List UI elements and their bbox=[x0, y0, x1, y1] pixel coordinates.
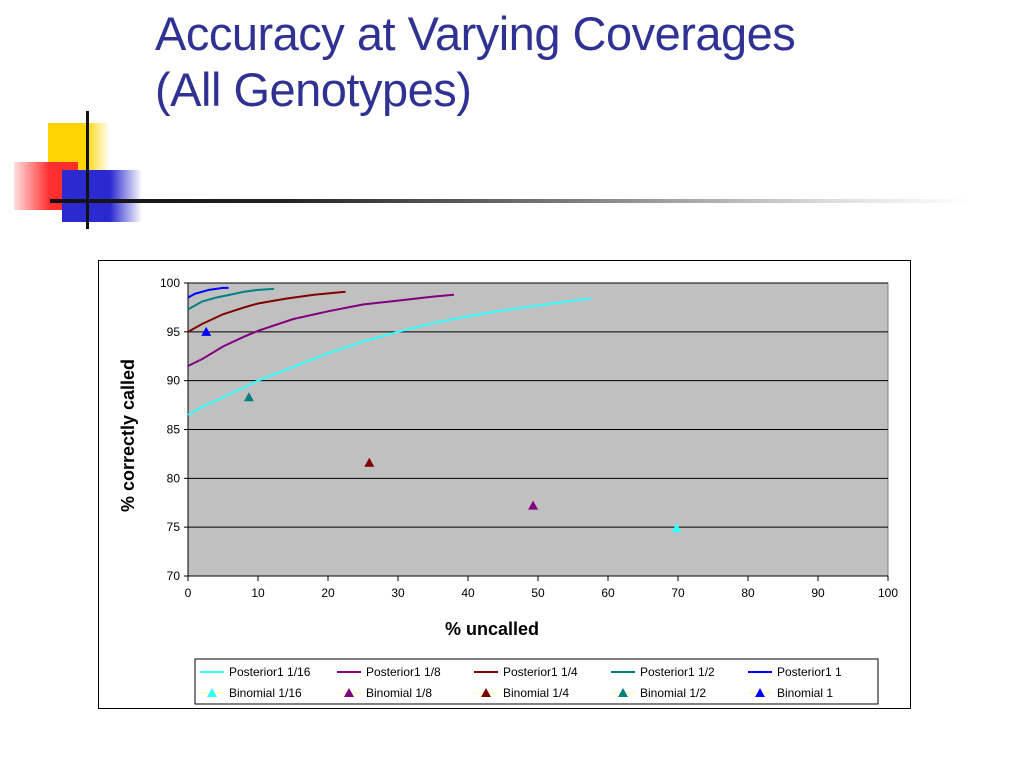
legend-label-posterior1-1-8: Posterior1 1/8 bbox=[366, 665, 441, 679]
x-tick-label: 40 bbox=[461, 586, 475, 600]
x-tick-label: 100 bbox=[878, 586, 898, 600]
series-line-posterior1-1 bbox=[187, 286, 229, 299]
slide-title-line-2: (All Genotypes) bbox=[155, 63, 472, 116]
chart-frame: 70 75 80 85 90 95 100 0 10 20 30 40 50 60 70 80 90 100 % u… bbox=[98, 260, 911, 709]
data-point-binomial-1-2 bbox=[243, 392, 254, 402]
y-tick-label: 95 bbox=[167, 325, 181, 339]
series-line-posterior1-1-4 bbox=[187, 290, 346, 333]
x-tick-label: 50 bbox=[531, 586, 545, 600]
series-line-posterior1-1-8 bbox=[187, 293, 455, 367]
data-point-binomial-1-8 bbox=[528, 500, 539, 510]
series-line-posterior1-1-16 bbox=[187, 297, 591, 416]
legend-label-binomial-1-4: Binomial 1/4 bbox=[503, 686, 569, 700]
data-point-binomial-1-4 bbox=[364, 457, 375, 467]
slide-title: Accuracy at Varying Coverages (All Genot… bbox=[155, 6, 796, 118]
y-axis-title: % correctly called bbox=[118, 359, 138, 512]
data-point-binomial-1 bbox=[201, 326, 212, 336]
legend-swatch-binomial-1-16 bbox=[207, 688, 217, 697]
legend-label-binomial-1-8: Binomial 1/8 bbox=[366, 686, 432, 700]
legend-label-binomial-1: Binomial 1 bbox=[777, 686, 833, 700]
decorative-vertical-rule bbox=[86, 111, 89, 229]
legend-swatch-binomial-1-4 bbox=[481, 688, 491, 697]
x-tick-label: 80 bbox=[741, 586, 755, 600]
x-tick-label: 60 bbox=[601, 586, 615, 600]
decorative-horizontal-rule bbox=[50, 199, 970, 203]
data-point-binomial-1-16 bbox=[671, 523, 682, 533]
legend-swatch-binomial-1-8 bbox=[344, 688, 354, 697]
scatter-chart: 70 75 80 85 90 95 100 0 10 20 30 40 50 60 70 80 90 100 % u… bbox=[118, 276, 898, 705]
legend-swatch-binomial-1-2 bbox=[618, 688, 628, 697]
x-tick-label: 30 bbox=[391, 586, 405, 600]
y-tick-label: 90 bbox=[167, 374, 181, 388]
y-tick-label: 75 bbox=[167, 520, 181, 534]
legend-label-binomial-1-2: Binomial 1/2 bbox=[640, 686, 706, 700]
y-tick-label: 85 bbox=[167, 423, 181, 437]
x-tick-label: 10 bbox=[251, 586, 265, 600]
y-tick-label: 80 bbox=[167, 471, 181, 485]
x-tick-label: 70 bbox=[671, 586, 685, 600]
x-tick-label: 20 bbox=[321, 586, 335, 600]
y-tick-label: 70 bbox=[167, 569, 181, 583]
slide-title-line-1: Accuracy at Varying Coverages bbox=[155, 7, 796, 60]
x-axis-title: % uncalled bbox=[445, 619, 539, 639]
y-tick-label: 100 bbox=[160, 276, 180, 290]
legend-label-binomial-1-16: Binomial 1/16 bbox=[229, 686, 302, 700]
legend-label-posterior1-1-4: Posterior1 1/4 bbox=[503, 665, 578, 679]
decorative-blue-square bbox=[62, 170, 142, 222]
legend-label-posterior1-1-16: Posterior1 1/16 bbox=[229, 665, 311, 679]
legend-swatch-binomial-1 bbox=[755, 688, 765, 697]
legend-label-posterior1-1: Posterior1 1 bbox=[777, 665, 842, 679]
x-tick-label: 0 bbox=[185, 586, 192, 600]
legend-label-posterior1-1-2: Posterior1 1/2 bbox=[640, 665, 715, 679]
series-line-posterior1-1-2 bbox=[187, 287, 275, 311]
x-tick-label: 90 bbox=[811, 586, 825, 600]
